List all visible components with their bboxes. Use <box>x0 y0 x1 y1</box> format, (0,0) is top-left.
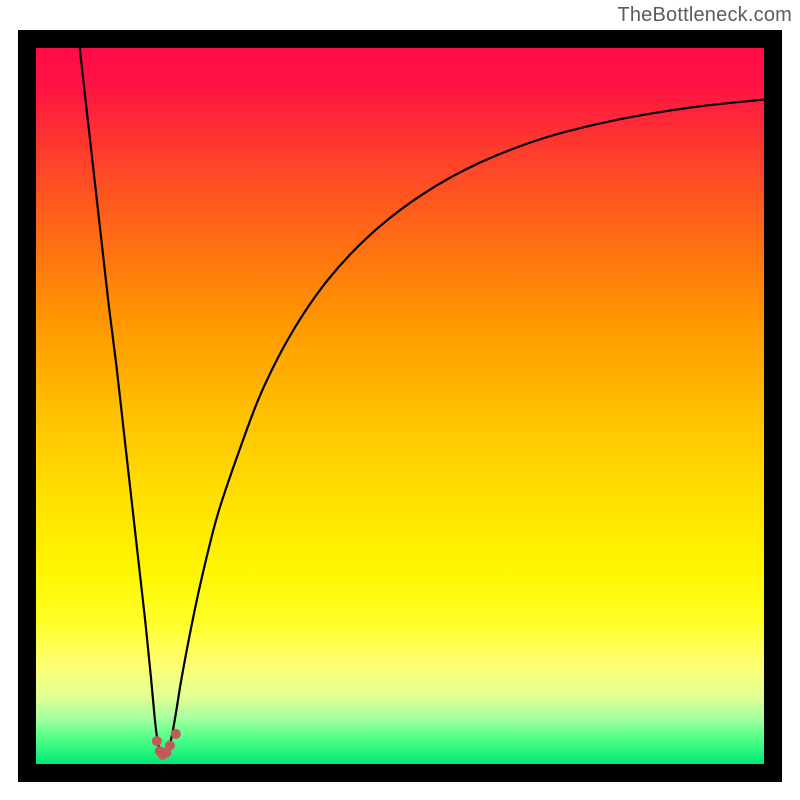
gradient-background <box>36 48 764 764</box>
bottleneck-chart <box>0 0 800 800</box>
chart-container: TheBottleneck.com <box>0 0 800 800</box>
marker-dot <box>165 740 175 750</box>
watermark-text: TheBottleneck.com <box>617 4 792 27</box>
marker-dot <box>171 729 181 739</box>
marker-dot <box>152 736 162 746</box>
